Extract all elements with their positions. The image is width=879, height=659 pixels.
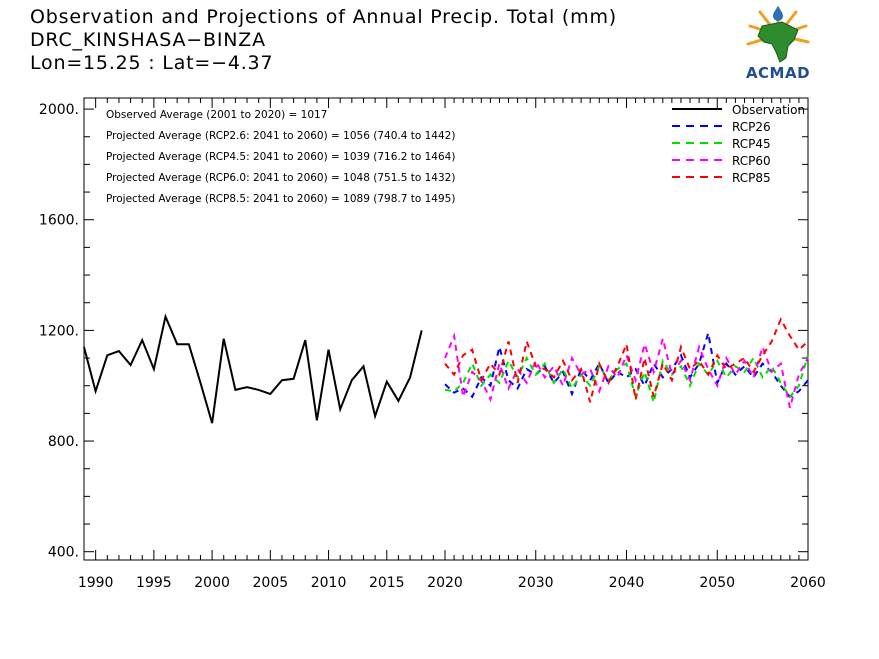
- annotation-text: Projected Average (RCP8.5: 2041 to 2060)…: [106, 193, 455, 205]
- annotation-text: Projected Average (RCP6.0: 2041 to 2060)…: [106, 172, 455, 184]
- legend-label: RCP26: [732, 120, 771, 134]
- legend-label: RCP60: [732, 154, 771, 168]
- plot-frame: [83, 97, 809, 561]
- series-line-rcp26: [444, 332, 809, 399]
- annotation-text: Projected Average (RCP2.6: 2041 to 2060)…: [106, 130, 455, 142]
- acmad-logo: ACMAD: [732, 4, 824, 84]
- x-tick-label: 2015: [369, 575, 405, 591]
- series-line-rcp45: [444, 355, 809, 407]
- x-tick-label: 2000: [194, 575, 230, 591]
- legend-label: RCP45: [732, 137, 771, 151]
- legend-label: RCP85: [732, 171, 771, 185]
- series-line-observation: [83, 313, 423, 424]
- y-tick-label: 1200.: [39, 323, 79, 339]
- x-tick-label: 2020: [427, 575, 463, 591]
- chart-title: Observation and Projections of Annual Pr…: [30, 6, 617, 28]
- x-tick-label: 2040: [609, 575, 645, 591]
- y-tick-label: 400.: [48, 545, 79, 561]
- chart-header: Observation and Projections of Annual Pr…: [30, 6, 617, 75]
- location-name: DRC_KINSHASA−BINZA: [30, 29, 266, 51]
- x-tick-label: 2010: [311, 575, 347, 591]
- x-tick-label: 2060: [790, 575, 826, 591]
- annotation-text: Observed Average (2001 to 2020) = 1017: [106, 109, 327, 121]
- series-line-rcp60: [444, 332, 809, 409]
- y-tick-label: 800.: [48, 434, 79, 450]
- series-line-rcp85: [444, 316, 809, 403]
- africa-map-icon: [746, 6, 810, 63]
- annotation-text: Projected Average (RCP4.5: 2041 to 2060)…: [106, 151, 455, 163]
- location-coords: Lon=15.25 : Lat=−4.37: [30, 52, 274, 74]
- x-tick-label: 1990: [78, 575, 114, 591]
- y-tick-label: 1600.: [39, 213, 79, 229]
- logo-text: ACMAD: [745, 64, 811, 82]
- x-tick-label: 2030: [518, 575, 554, 591]
- x-tick-label: 1995: [136, 575, 172, 591]
- x-tick-label: 2050: [699, 575, 735, 591]
- legend-label: Observation: [732, 103, 805, 117]
- y-tick-label: 2000.: [39, 102, 79, 118]
- x-tick-label: 2005: [253, 575, 289, 591]
